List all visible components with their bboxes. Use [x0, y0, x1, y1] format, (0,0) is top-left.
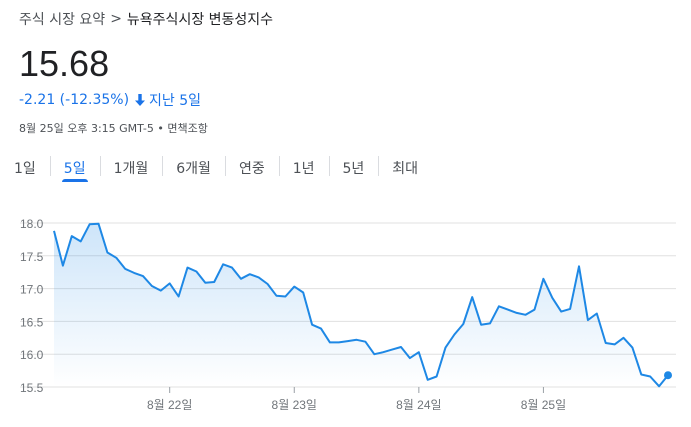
price-change-row: -2.21 (-12.35%) 지난 5일 [19, 90, 201, 110]
tab-label: 최대 [392, 161, 419, 177]
tab-5-day[interactable]: 5일 [49, 150, 100, 184]
tab-1-day[interactable]: 1일 [0, 150, 50, 184]
tab-label: 1개월 [113, 161, 149, 177]
current-price-dot [664, 371, 672, 380]
quote-timestamp: 8월 25일 오후 3:15 GMT-5 • 면책조항 [19, 122, 208, 135]
current-price: 15.68 [19, 43, 110, 84]
x-tick-label: 8월 25일 [521, 398, 566, 412]
tab-1-year[interactable]: 1년 [278, 150, 329, 184]
tab-ytd[interactable]: 연중 [224, 150, 279, 184]
x-tick-label: 8월 23일 [272, 398, 317, 412]
tab-5-year[interactable]: 5년 [328, 150, 379, 184]
x-tick-label: 8월 22일 [147, 398, 192, 412]
y-tick-label: 18.0 [20, 217, 44, 231]
y-tick-label: 16.0 [20, 348, 44, 362]
tab-label: 5일 [63, 161, 86, 177]
price-chart[interactable]: 18.0 17.5 17.0 16.5 16.0 15.5 8월 22일 8월 23일 8월 … [0, 210, 691, 427]
y-tick-label: 17.5 [20, 250, 44, 264]
breadcrumb-current: 뉴욕주식시장 변동성지수 [126, 12, 274, 28]
breadcrumb-market-summary-link[interactable]: 주식 시장 요약 [19, 12, 106, 28]
tab-1-month[interactable]: 1개월 [99, 150, 163, 184]
active-tab-indicator [61, 179, 88, 182]
price-area-fill [54, 223, 668, 387]
x-tick-label: 8월 24일 [396, 398, 441, 412]
tab-label: 연중 [238, 161, 265, 177]
breadcrumb-separator: > [110, 11, 122, 27]
y-tick-label: 15.5 [20, 381, 44, 395]
change-period: 지난 5일 [149, 93, 202, 109]
price-change: -2.21 (-12.35%) [19, 92, 130, 108]
breadcrumb: 주식 시장 요약 > 뉴욕주식시장 변동성지수 [19, 9, 273, 29]
tab-6-month[interactable]: 6개월 [162, 150, 225, 184]
tab-max[interactable]: 최대 [378, 150, 432, 184]
y-tick-label: 17.0 [20, 283, 44, 297]
tab-label: 1일 [14, 161, 36, 177]
tab-label: 6개월 [176, 161, 211, 177]
tab-label: 1년 [292, 161, 315, 177]
tab-label: 5년 [342, 161, 365, 177]
y-tick-label: 16.5 [20, 315, 44, 329]
range-tabs: 1일 5일 1개월 6개월 연중 1년 5년 최대 [0, 150, 432, 184]
price-line [53, 222, 669, 388]
arrow-down-icon [135, 94, 146, 106]
